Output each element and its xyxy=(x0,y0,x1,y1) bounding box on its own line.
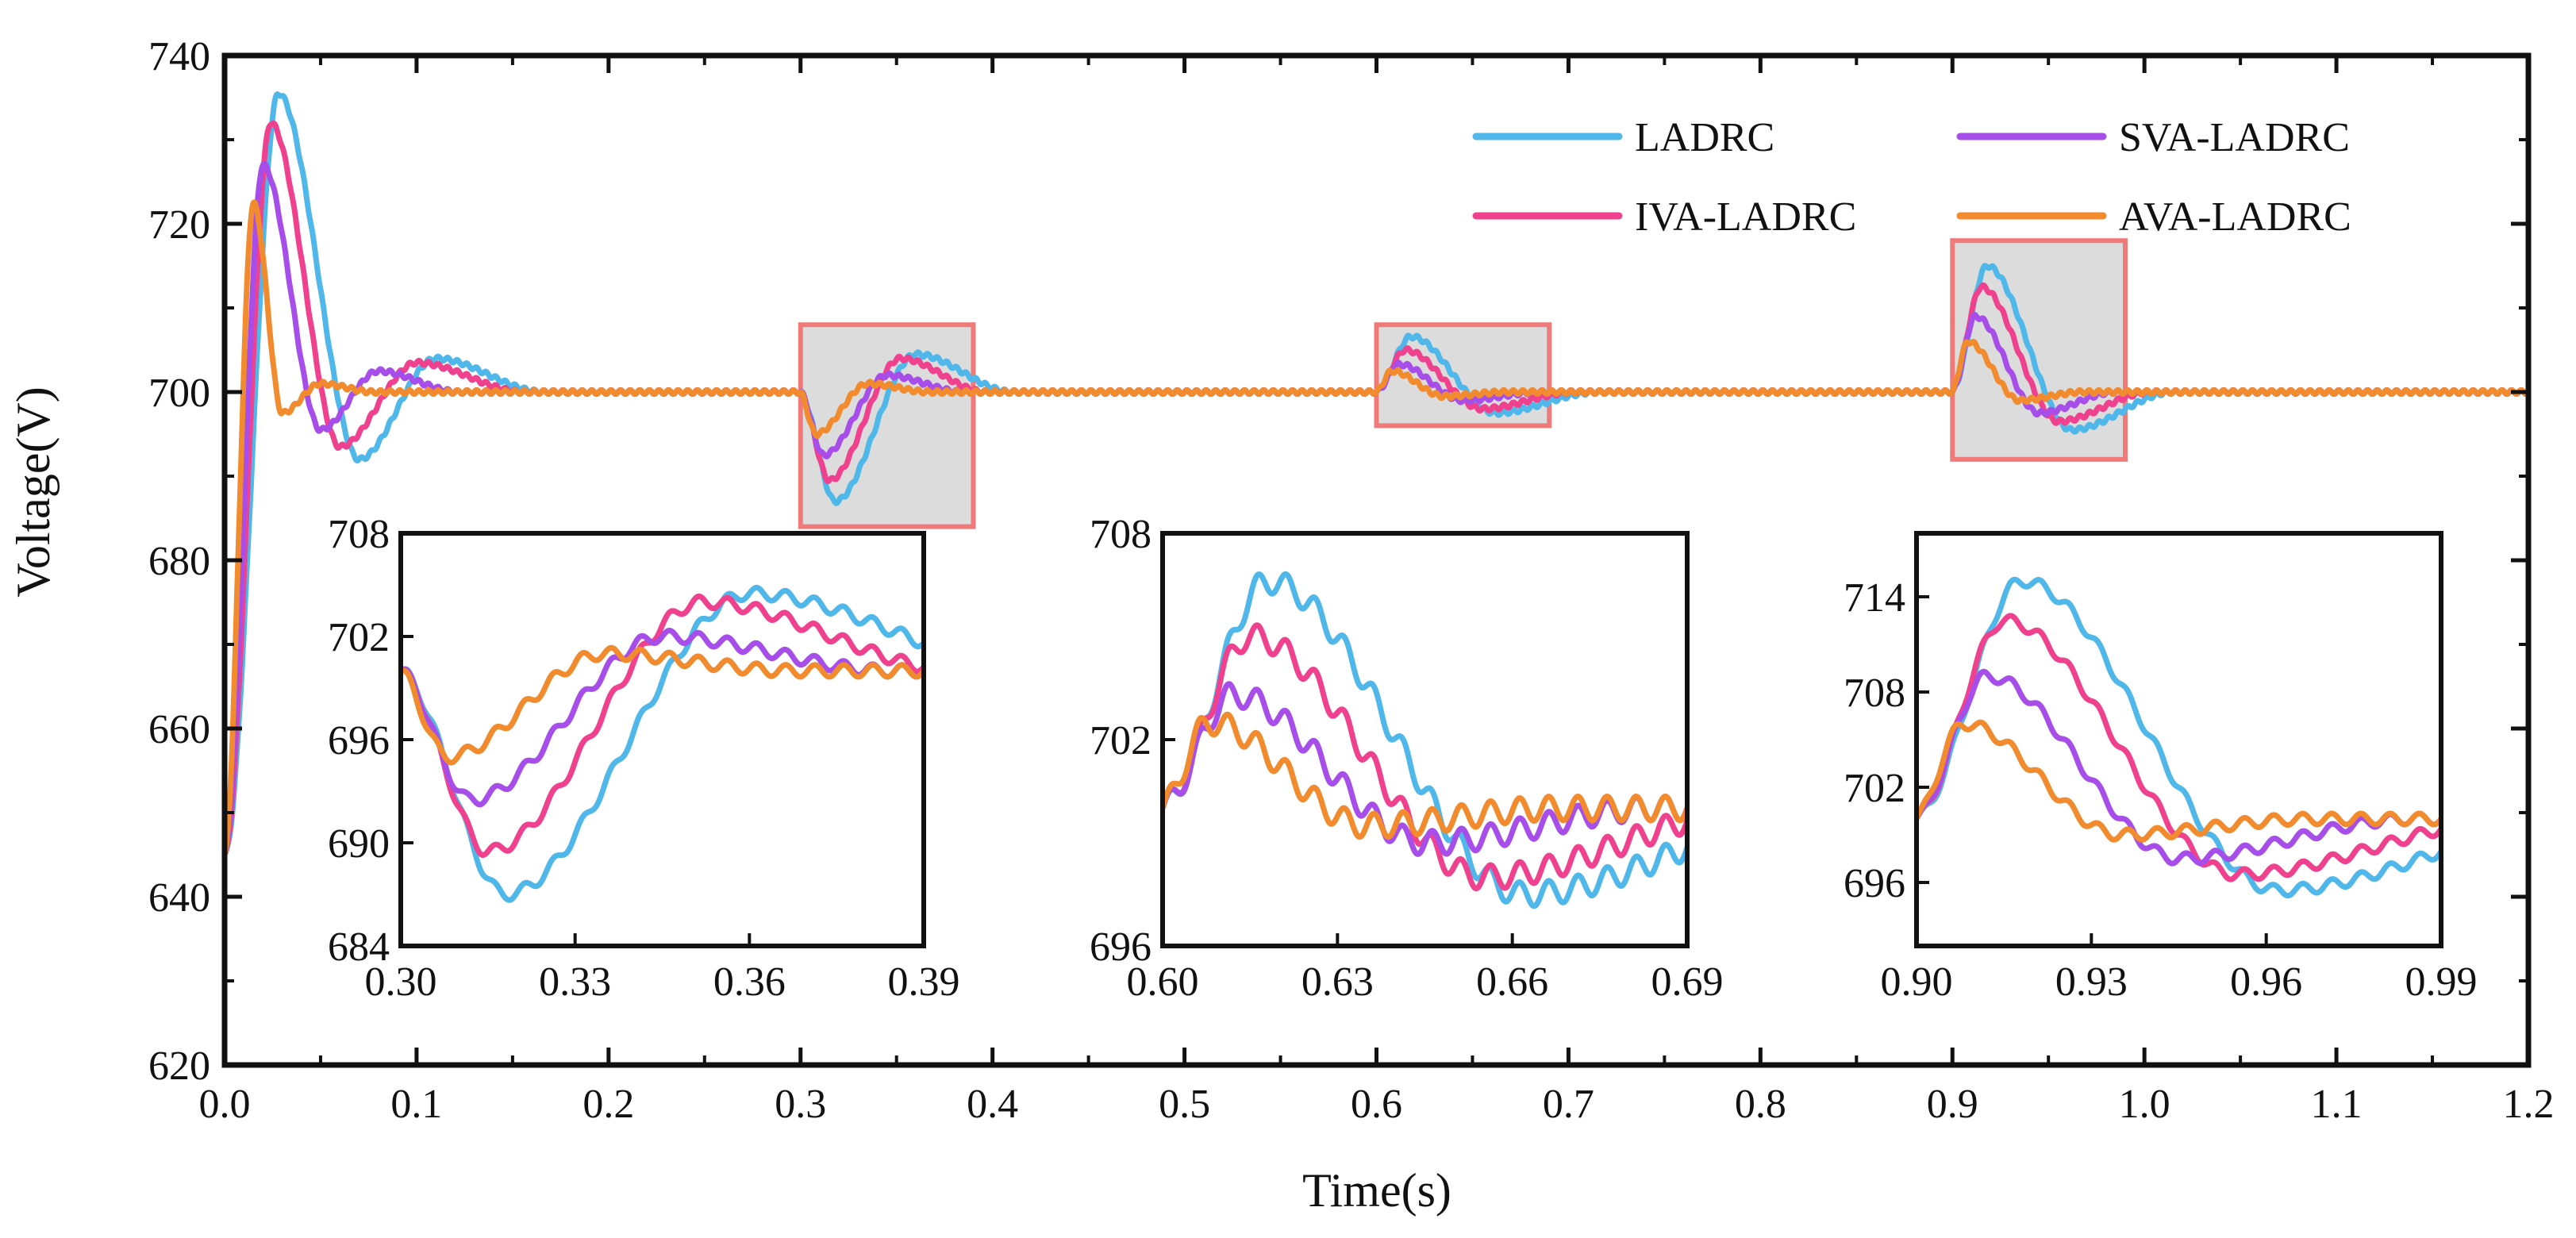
x-tick-label: 0.8 xyxy=(1735,1082,1786,1127)
inset-y-tick-label: 702 xyxy=(1090,718,1152,763)
x-tick-label: 0.1 xyxy=(390,1082,442,1127)
y-tick-label: 660 xyxy=(148,707,210,752)
inset-x-tick-label: 0.30 xyxy=(365,959,437,1005)
inset-x-tick-label: 0.93 xyxy=(2055,959,2128,1005)
inset-y-tick-label: 708 xyxy=(1844,671,1905,716)
inset-x-tick-label: 0.69 xyxy=(1651,959,1724,1005)
y-tick-label: 680 xyxy=(148,539,210,584)
legend-label-iva-ladrc: IVA-LADRC xyxy=(1635,194,1856,240)
inset-lines xyxy=(1163,571,1687,909)
inset-x-tick-label: 0.96 xyxy=(2230,959,2302,1005)
inset-series-line-ladrc xyxy=(1163,571,1687,909)
x-tick-label: 0.0 xyxy=(199,1082,251,1127)
inset-y-tick-label: 696 xyxy=(328,718,390,763)
x-tick-label: 0.2 xyxy=(582,1082,634,1127)
inset-y-tick-label: 708 xyxy=(1090,512,1152,557)
x-tick-label: 0.6 xyxy=(1351,1082,1402,1127)
x-tick-label: 0.5 xyxy=(1159,1082,1210,1127)
inset-series-line-iva-ladrc xyxy=(401,593,924,858)
x-tick-label: 0.7 xyxy=(1543,1082,1594,1127)
inset-series-line-ava-ladrc xyxy=(1917,719,2441,843)
y-tick-label: 740 xyxy=(148,34,210,79)
inset-x-tick-label: 0.60 xyxy=(1127,959,1199,1005)
x-axis-title: Time(s) xyxy=(1302,1164,1451,1217)
inset-x-tick-label: 0.90 xyxy=(1881,959,1953,1005)
legend-label-sva-ladrc: SVA-LADRC xyxy=(2119,115,2350,160)
y-tick-label: 700 xyxy=(148,371,210,416)
inset-x-tick-label: 0.66 xyxy=(1476,959,1548,1005)
inset-lines xyxy=(1917,576,2441,899)
inset-y-tick-label: 708 xyxy=(328,512,390,557)
inset-series-line-ladrc xyxy=(1917,576,2441,899)
inset-y-tick-label: 696 xyxy=(1090,925,1152,970)
inset-series-line-ava-ladrc xyxy=(1163,711,1687,840)
inset-frame xyxy=(1914,531,2443,948)
inset-series-line-sva-ladrc xyxy=(401,628,924,808)
inset-x-tick-label: 0.63 xyxy=(1301,959,1374,1005)
inset-y-tick-label: 702 xyxy=(1844,766,1905,811)
inset-y-tick-label: 696 xyxy=(1844,861,1905,906)
inset-plot: 0.90 0.93 0.96 0.99 696 702 708 714 xyxy=(1844,531,2478,1005)
x-tick-label: 0.3 xyxy=(775,1082,826,1127)
inset-x-tick-label: 0.99 xyxy=(2405,959,2478,1005)
inset-y-tick-label: 690 xyxy=(328,821,390,867)
inset-y-tick-label: 714 xyxy=(1844,575,1905,621)
x-tick-label: 1.0 xyxy=(2119,1082,2170,1127)
inset-x-tick-label: 0.36 xyxy=(713,959,786,1005)
y-tick-label: 620 xyxy=(148,1044,210,1089)
y-tick-label: 640 xyxy=(148,875,210,921)
legend: LADRC SVA-LADRC IVA-LADRC AVA-LADRC xyxy=(1472,115,2351,240)
main-plot: 0.0 0.1 0.2 0.3 0.4 0.5 0.6 0.7 0.8 0.9 1.0 1.1 1.2 6… xyxy=(148,34,2555,1127)
inset-x-tick-label: 0.39 xyxy=(888,959,960,1005)
y-axis-title: Voltage(V) xyxy=(7,386,60,598)
inset-series-line-ava-ladrc xyxy=(401,644,924,766)
x-tick-label: 0.9 xyxy=(1927,1082,1978,1127)
inset-lines xyxy=(401,584,924,903)
y-tick-label: 720 xyxy=(148,202,210,248)
series-line-ava-ladrc xyxy=(221,199,2532,858)
inset-plot: 0.60 0.63 0.66 0.69 696 702 708 xyxy=(1090,512,1724,1005)
x-tick-label: 1.1 xyxy=(2311,1082,2363,1127)
inset-plot: 0.30 0.33 0.36 0.39 684 690 696 702 708 xyxy=(328,512,960,1005)
inset-x-tick-label: 0.33 xyxy=(539,959,611,1005)
legend-label-ava-ladrc: AVA-LADRC xyxy=(2119,194,2351,240)
inset-y-tick-label: 684 xyxy=(328,925,390,970)
inset-series-line-sva-ladrc xyxy=(1917,668,2441,867)
x-tick-label: 1.2 xyxy=(2503,1082,2555,1127)
legend-label-ladrc: LADRC xyxy=(1635,115,1774,160)
inset-series-line-ladrc xyxy=(401,584,924,903)
inset-y-tick-label: 702 xyxy=(328,615,390,660)
x-tick-label: 0.4 xyxy=(967,1082,1018,1127)
inset-background xyxy=(401,533,924,946)
